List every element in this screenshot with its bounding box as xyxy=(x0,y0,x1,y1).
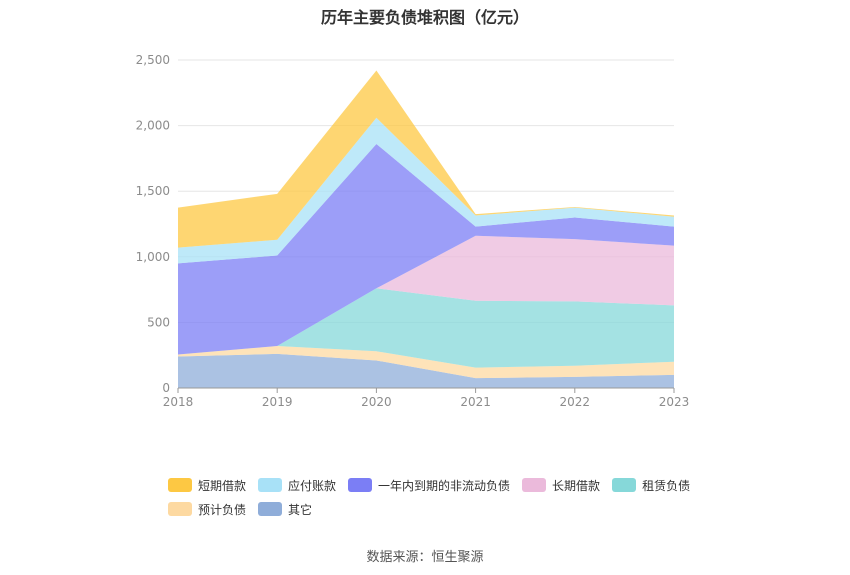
y-tick-label: 0 xyxy=(162,381,170,395)
x-tick-label: 2019 xyxy=(262,395,293,409)
legend-label: 租赁负债 xyxy=(642,478,691,493)
legend-item-lease-liabilities[interactable]: 租赁负债 xyxy=(612,477,690,494)
legend-label: 长期借款 xyxy=(552,478,601,493)
legend-swatch xyxy=(168,502,192,516)
legend-label: 应付账款 xyxy=(288,478,337,493)
area-series xyxy=(178,235,674,355)
area-series xyxy=(178,346,674,379)
area-series xyxy=(178,117,674,264)
y-tick-label: 500 xyxy=(147,315,170,329)
data-source: 数据来源：恒生聚源 xyxy=(366,550,484,565)
legend-label: 其它 xyxy=(288,502,313,517)
legend-item-provisions[interactable]: 预计负债 xyxy=(168,501,246,518)
x-tick-label: 2020 xyxy=(361,395,392,409)
legend: 短期借款 应付账款 一年内到期的非流动负债 长期借款 租赁负债 预计负债 其它 xyxy=(168,473,728,521)
legend-item-current-noncurrent-liabilities[interactable]: 一年内到期的非流动负债 xyxy=(348,477,510,494)
legend-row-1: 短期借款 应付账款 一年内到期的非流动负债 长期借款 租赁负债 xyxy=(168,473,728,497)
x-tick-label: 2023 xyxy=(659,395,690,409)
legend-label: 一年内到期的非流动负债 xyxy=(378,478,511,493)
y-tick-label: 2,500 xyxy=(136,53,170,67)
legend-item-other[interactable]: 其它 xyxy=(258,501,312,518)
legend-swatch xyxy=(348,478,373,492)
legend-swatch xyxy=(522,478,547,492)
chart-title: 历年主要负债堆积图（亿元） xyxy=(320,8,529,27)
legend-item-short-term-loans[interactable]: 短期借款 xyxy=(168,477,246,494)
legend-item-long-term-loans[interactable]: 长期借款 xyxy=(522,477,600,494)
area-series xyxy=(178,143,674,355)
area-series xyxy=(178,288,674,368)
legend-swatch xyxy=(612,478,637,492)
x-tick-label: 2018 xyxy=(163,395,194,409)
y-tick-label: 1,500 xyxy=(136,184,170,198)
y-tick-label: 1,000 xyxy=(136,250,170,264)
legend-label: 短期借款 xyxy=(198,478,247,493)
x-tick-label: 2022 xyxy=(560,395,591,409)
x-tick-label: 2021 xyxy=(460,395,491,409)
legend-swatch xyxy=(168,478,192,492)
legend-label: 预计负债 xyxy=(198,502,247,517)
stacked-area-chart: 0 500 1,000 1,500 2,000 2,500 2018 2019 2020 2021… xyxy=(136,53,690,409)
area-series xyxy=(178,70,674,248)
y-tick-label: 2,000 xyxy=(136,119,170,133)
legend-swatch xyxy=(258,502,283,516)
legend-row-2: 预计负债 其它 xyxy=(168,497,728,521)
area-series xyxy=(178,353,674,388)
legend-swatch xyxy=(258,478,283,492)
legend-item-accounts-payable[interactable]: 应付账款 xyxy=(258,477,336,494)
